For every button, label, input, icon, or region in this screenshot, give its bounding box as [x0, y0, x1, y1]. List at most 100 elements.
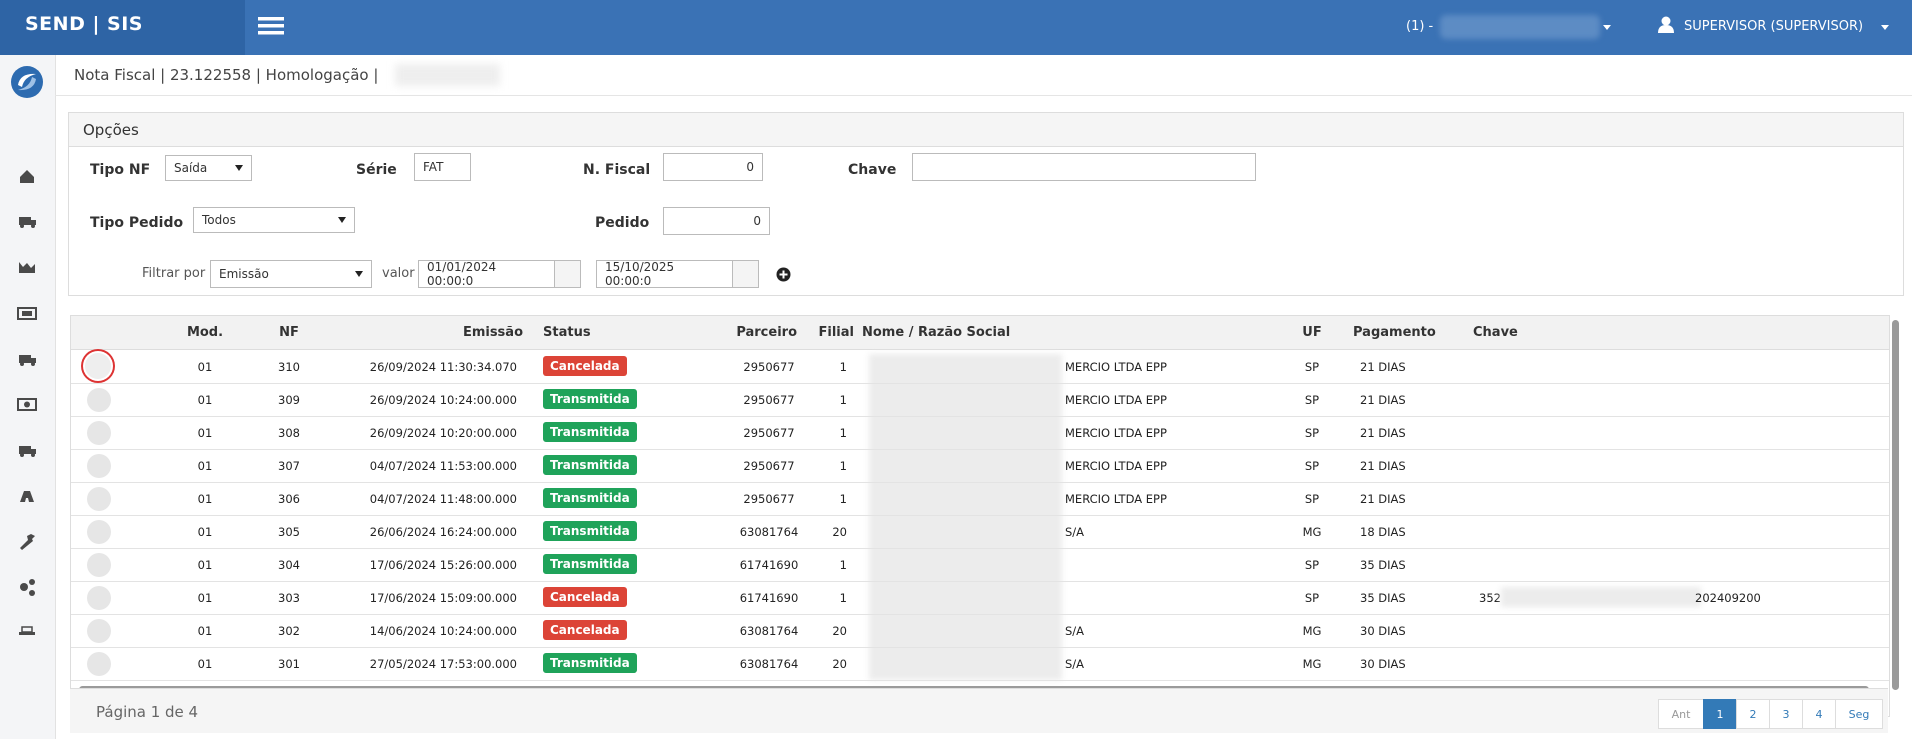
cell: 27/05/2024 17:53:00.000: [369, 657, 517, 671]
cell: 26/09/2024 10:24:00.000: [369, 393, 517, 407]
cell: MERCIO LTDA EPP: [1065, 393, 1167, 407]
nav-icons[interactable]: [0, 115, 55, 635]
cell: 61741690: [739, 558, 799, 572]
page-link[interactable]: Ant: [1658, 699, 1704, 729]
input[interactable]: FAT: [414, 153, 471, 181]
cell: 14/06/2024 10:24:00.000: [369, 624, 517, 638]
column-header[interactable]: Pagamento: [1353, 325, 1436, 340]
cell: SP: [1304, 426, 1320, 440]
page-link[interactable]: Seg: [1835, 699, 1883, 729]
column-header[interactable]: Chave: [1473, 325, 1518, 340]
chave-start: 352: [1479, 591, 1501, 605]
cell: 01: [197, 591, 213, 605]
label: Tipo Pedido: [90, 215, 184, 231]
view-button[interactable]: [87, 553, 111, 577]
brand[interactable]: SEND | SIS: [25, 13, 143, 35]
view-button[interactable]: [87, 421, 111, 445]
view-button[interactable]: [87, 454, 111, 478]
cell: 2950677: [743, 492, 795, 506]
cell: 2950677: [743, 393, 795, 407]
status-badge: Cancelada: [543, 356, 627, 376]
status-badge: Cancelada: [543, 620, 627, 640]
cell: 301: [278, 657, 300, 671]
cell: 01: [197, 657, 213, 671]
status-badge: Transmitida: [543, 653, 637, 673]
status-badge: Transmitida: [543, 554, 637, 574]
panel-title: Opções: [83, 121, 139, 139]
input[interactable]: 0: [663, 153, 763, 181]
cell: SP: [1304, 393, 1320, 407]
column-header[interactable]: Mod.: [186, 325, 224, 340]
calendar-button[interactable]: [554, 260, 581, 288]
cell: MG: [1302, 525, 1322, 539]
redacted: [395, 64, 500, 86]
menu-toggle[interactable]: [258, 16, 284, 36]
status-badge: Cancelada: [543, 587, 627, 607]
redacted: [1501, 587, 1701, 607]
status-badge: Transmitida: [543, 488, 637, 508]
cell: 35 DIAS: [1360, 591, 1406, 605]
view-button[interactable]: [87, 520, 111, 544]
cell: MERCIO LTDA EPP: [1065, 426, 1167, 440]
view-button[interactable]: [87, 619, 111, 643]
column-header[interactable]: NF: [279, 325, 299, 340]
page-link[interactable]: 2: [1736, 699, 1770, 729]
add-button[interactable]: [776, 267, 791, 282]
cell: 309: [278, 393, 300, 407]
label: Filtrar por: [142, 266, 206, 281]
page-link[interactable]: 3: [1769, 699, 1803, 729]
column-header[interactable]: UF: [1302, 325, 1322, 340]
select[interactable]: Todos: [193, 207, 355, 233]
cell: SP: [1304, 558, 1320, 572]
redacted: [869, 354, 1062, 680]
cell: 01: [197, 393, 213, 407]
view-button[interactable]: [87, 652, 111, 676]
cell: 01: [197, 558, 213, 572]
calendar-button[interactable]: [732, 260, 759, 288]
input[interactable]: 0: [663, 207, 770, 235]
date-input[interactable]: 01/01/2024 00:00:0: [418, 260, 555, 288]
cell: 20: [832, 525, 847, 539]
scrollbar[interactable]: [1892, 320, 1899, 690]
view-button[interactable]: [87, 487, 111, 511]
date-input[interactable]: 15/10/2025 00:00:0: [596, 260, 733, 288]
column-header[interactable]: Parceiro: [736, 325, 797, 340]
label: Chave: [848, 162, 897, 178]
column-header[interactable]: Status: [543, 325, 591, 340]
cell: 1: [839, 393, 847, 407]
cell: 1: [839, 459, 847, 473]
cell: MERCIO LTDA EPP: [1065, 459, 1167, 473]
cell: 21 DIAS: [1360, 459, 1406, 473]
view-button[interactable]: [85, 353, 111, 379]
options-panel: Opções Tipo NF Saída Série FAT N. Fiscal…: [68, 112, 1904, 296]
cell: 63081764: [739, 657, 799, 671]
input[interactable]: [912, 153, 1256, 181]
cell: 01: [197, 360, 213, 374]
select[interactable]: Emissão: [210, 260, 372, 288]
page-link[interactable]: 1: [1703, 699, 1737, 729]
table-footer: Página 1 de 4 Ant 1 2 3 4 Seg: [70, 688, 1888, 733]
cell: 01: [197, 459, 213, 473]
page-info: Página 1 de 4: [96, 703, 199, 721]
column-header[interactable]: Filial: [818, 325, 854, 340]
page-link[interactable]: 4: [1802, 699, 1836, 729]
company-select[interactable]: (1) -: [1406, 19, 1434, 34]
cell: 305: [278, 525, 300, 539]
view-button[interactable]: [87, 586, 111, 610]
cell: 310: [278, 360, 300, 374]
cell: 1: [839, 492, 847, 506]
cell: 20: [832, 657, 847, 671]
panel-header: Opções: [69, 113, 1903, 147]
select[interactable]: Saída: [165, 155, 252, 181]
view-button[interactable]: [87, 388, 111, 412]
table-row: 01 306 04/07/2024 11:48:00.000 Transmitida 2…: [71, 482, 1889, 516]
column-header[interactable]: Nome / Razão Social: [862, 325, 1011, 340]
user-menu[interactable]: SUPERVISOR (SUPERVISOR): [1684, 19, 1864, 34]
column-header[interactable]: Emissão: [462, 325, 523, 340]
cell: 17/06/2024 15:26:00.000: [369, 558, 517, 572]
table-row: 01 303 17/06/2024 15:09:00.000 Cancelada 617…: [71, 581, 1889, 615]
cell: MERCIO LTDA EPP: [1065, 360, 1167, 374]
user-icon: [1658, 16, 1674, 33]
breadcrumb: Nota Fiscal | 23.122558 | Homologação |: [74, 66, 379, 84]
